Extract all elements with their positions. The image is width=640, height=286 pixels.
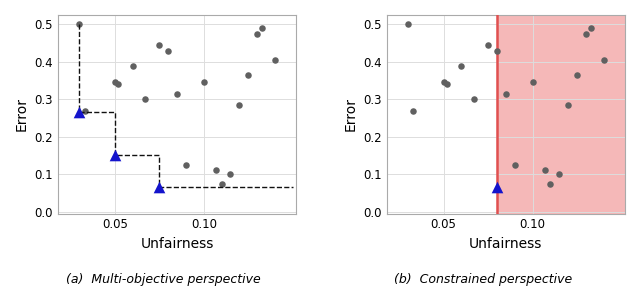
Point bbox=[127, 63, 138, 68]
Point bbox=[492, 185, 502, 190]
Text: (a)  Multi-objective perspective: (a) Multi-objective perspective bbox=[66, 273, 260, 286]
Point bbox=[580, 31, 591, 36]
Y-axis label: Error: Error bbox=[344, 97, 358, 131]
Point bbox=[113, 82, 124, 87]
X-axis label: Unfairness: Unfairness bbox=[469, 237, 543, 251]
Point bbox=[140, 97, 150, 102]
X-axis label: Unfairness: Unfairness bbox=[140, 237, 214, 251]
Point bbox=[403, 22, 413, 27]
Point bbox=[572, 73, 582, 77]
Point bbox=[234, 103, 244, 107]
Point bbox=[181, 162, 191, 167]
Point bbox=[243, 73, 253, 77]
Point bbox=[468, 97, 479, 102]
Point bbox=[172, 92, 182, 96]
Point bbox=[154, 185, 164, 190]
Y-axis label: Error: Error bbox=[15, 97, 29, 131]
Point bbox=[483, 43, 493, 47]
Point bbox=[270, 58, 280, 62]
Point bbox=[492, 48, 502, 53]
Point bbox=[456, 63, 467, 68]
Point bbox=[527, 80, 538, 85]
Point bbox=[586, 26, 596, 30]
Point bbox=[74, 22, 84, 27]
Point bbox=[408, 108, 419, 113]
Point bbox=[110, 80, 120, 85]
Point bbox=[554, 172, 564, 176]
Point bbox=[598, 58, 609, 62]
Point bbox=[438, 80, 449, 85]
Point bbox=[216, 181, 227, 186]
Point bbox=[79, 108, 90, 113]
Point bbox=[545, 181, 556, 186]
Point bbox=[442, 82, 452, 87]
Point bbox=[211, 168, 221, 173]
Point bbox=[163, 48, 173, 53]
Point bbox=[563, 103, 573, 107]
Point bbox=[154, 43, 164, 47]
Point bbox=[540, 168, 550, 173]
Point bbox=[225, 172, 236, 176]
Text: (b)  Constrained perspective: (b) Constrained perspective bbox=[394, 273, 572, 286]
Point bbox=[198, 80, 209, 85]
Point bbox=[110, 153, 120, 158]
Point bbox=[509, 162, 520, 167]
Point bbox=[500, 92, 511, 96]
Point bbox=[252, 31, 262, 36]
Point bbox=[74, 110, 84, 115]
Point bbox=[257, 26, 268, 30]
